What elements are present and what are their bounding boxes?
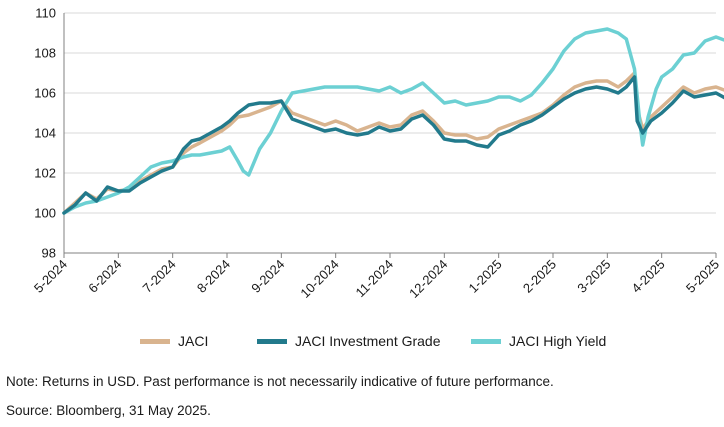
y-tick-label: 98: [42, 246, 56, 261]
x-tick-label: 12-2024: [406, 257, 450, 301]
x-tick-label: 4-2025: [629, 257, 668, 296]
x-tick-label: 9-2024: [248, 257, 287, 296]
legend-label-high-yield: JACI High Yield: [509, 333, 607, 349]
legend-item-high-yield: JACI High Yield: [471, 333, 606, 349]
source-text: Source: Bloomberg, 31 May 2025.: [6, 403, 211, 418]
x-tick-label: 5-2024: [31, 257, 70, 296]
legend-item-investment-grade: JACI Investment Grade: [257, 333, 441, 349]
y-tick-label: 100: [34, 206, 56, 221]
x-tick-label: 10-2024: [297, 257, 341, 301]
series-line-investment-grade: [62, 75, 724, 215]
y-tick-label: 104: [34, 126, 56, 141]
series-lines: [62, 27, 724, 215]
x-tick-label: 6-2024: [85, 257, 124, 296]
y-tick-label: 102: [34, 166, 56, 181]
y-axis-ticks: 98 100 102 104 106 108 110: [34, 6, 56, 261]
legend-swatch-high-yield: [471, 338, 501, 344]
grid-lines: [64, 12, 716, 254]
legend-swatch-investment-grade: [257, 338, 287, 344]
x-tick-label: 8-2024: [194, 257, 233, 296]
x-axis-ticks: 5-2024 6-2024 7-2024 8-2024 9-2024 10-2024 11-…: [31, 253, 722, 301]
x-tick-label: 7-2024: [140, 257, 179, 296]
legend-label-investment-grade: JACI Investment Grade: [295, 333, 441, 349]
legend-item-jaci: JACI: [140, 333, 208, 349]
chart-legend: JACI JACI Investment Grade JACI High Yie…: [0, 333, 724, 355]
x-tick-label: 1-2025: [466, 257, 505, 296]
x-tick-label: 11-2024: [352, 257, 396, 301]
y-tick-label: 106: [34, 86, 56, 101]
note-text: Note: Returns in USD. Past performance i…: [6, 374, 554, 389]
x-tick-label: 3-2025: [574, 257, 613, 296]
x-tick-label: 2-2025: [520, 257, 559, 296]
legend-swatch-jaci: [140, 338, 170, 344]
y-tick-label: 108: [34, 46, 56, 61]
series-line-high-yield: [62, 27, 724, 215]
series-line-jaci: [62, 71, 724, 215]
legend-label-jaci: JACI: [178, 333, 209, 349]
line-chart: 98 100 102 104 106 108 110 5-2024 6-2024 7-2024 8…: [31, 6, 724, 301]
x-tick-label: 5-2025: [683, 257, 722, 296]
y-tick-label: 110: [35, 6, 56, 21]
